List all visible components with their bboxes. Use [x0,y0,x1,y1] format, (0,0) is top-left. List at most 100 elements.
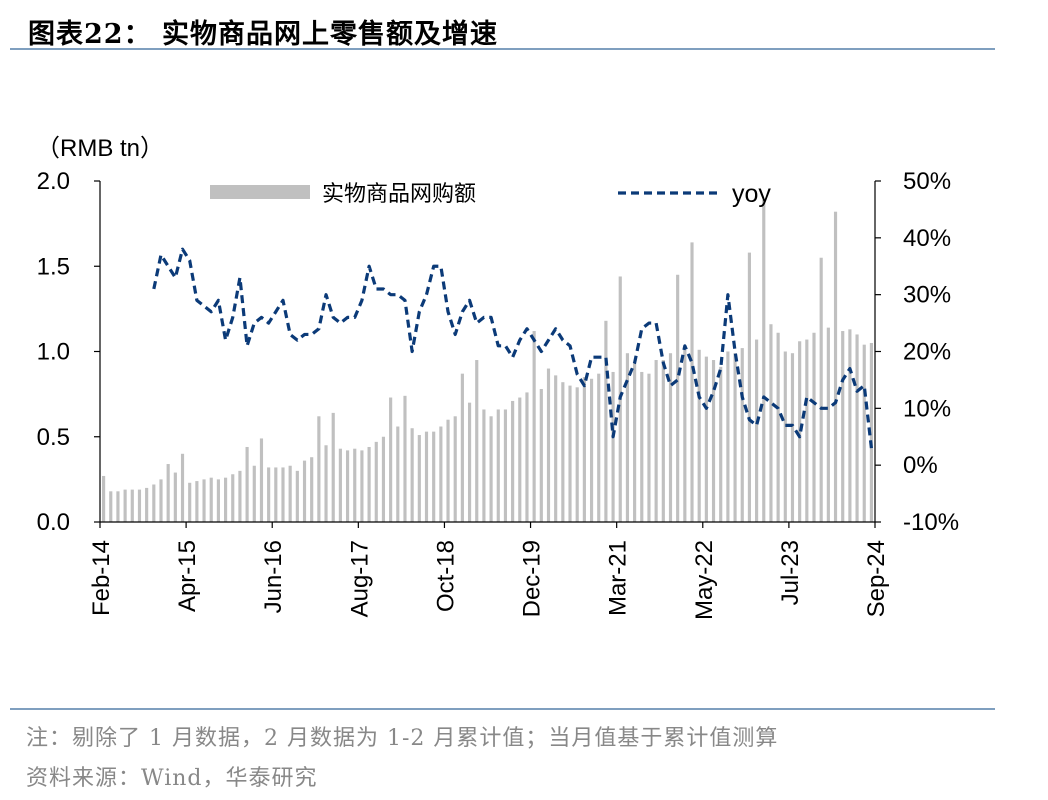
bar [597,373,601,522]
bar [245,446,249,522]
bar [869,342,873,522]
bar [633,363,637,522]
bar [704,356,708,522]
yoy-line [152,247,873,449]
bar [123,489,127,522]
x-tick-label: Jun-16 [260,540,287,613]
bar [302,460,307,522]
footnote: 注：剔除了 1 月数据，2 月数据为 1-2 月累计值；当月值基于累计值测算 [26,726,779,751]
bar [166,464,170,522]
right-tick-label: 10% [903,395,951,422]
bar [460,373,464,522]
bar [747,252,751,523]
bar [338,448,342,522]
bar [496,409,500,522]
right-tick-label: 40% [903,225,951,252]
bar [819,257,823,522]
bar [281,467,285,522]
bar [274,467,278,522]
bar [331,412,335,522]
right-tick-label: -10% [903,509,959,536]
figure-title: 图表22： 实物商品网上零售额及增速 [28,19,498,50]
bar [690,242,694,522]
bar [568,385,572,522]
bar [762,199,766,522]
bar [546,368,551,522]
chart: 0.0 0.5 1.0 1.5 2.0 -10% 0% 10% 20% 30% 40% 50% Feb-… [37,168,959,620]
bar [209,477,213,522]
bar [683,349,687,522]
x-tick-label: Aug-17 [346,540,373,617]
x-tick-label: Mar-21 [605,540,632,616]
bar [719,366,723,522]
bar [396,426,400,522]
bar [740,348,744,522]
bar [475,360,479,522]
bar [102,475,106,522]
bar [726,351,730,522]
bar [489,416,493,522]
bar [783,351,787,522]
bar [676,274,680,522]
bar [195,481,199,522]
bar [410,428,414,522]
bar [173,472,177,522]
legend-bar-swatch [210,185,310,199]
bar [769,324,773,522]
footer-rule [10,708,995,710]
bar [453,416,457,522]
bar [554,375,558,522]
bar [582,377,586,522]
bar [130,489,134,522]
bar [360,450,364,522]
bar [640,371,644,522]
bar [324,445,328,522]
bar [604,320,608,522]
bar [661,360,665,522]
bar [697,349,701,522]
source-note: 资料来源：Wind，华泰研究 [26,766,318,791]
bar [180,453,185,522]
bar [374,441,378,522]
x-tick-label: Dec-19 [519,540,546,617]
bar [798,341,802,522]
bar [525,392,529,522]
left-tick-label: 0.5 [37,424,70,451]
bar [231,474,235,522]
bar [755,339,759,522]
bar [625,353,630,522]
x-tick-label: Feb-14 [88,540,115,616]
bar [668,353,673,522]
bar [116,491,120,522]
bar [317,416,321,522]
bar [381,436,386,522]
right-tick-label: 50% [903,168,951,195]
bar [776,332,780,522]
bar [848,329,852,522]
bar [432,431,436,522]
bar [654,360,658,522]
bar [145,487,149,522]
bar [439,426,443,522]
bar [202,479,206,523]
bar [353,448,357,522]
bar [238,470,242,522]
bar-series [102,199,873,523]
bar [518,397,522,522]
bar [561,382,565,522]
bar [812,332,816,522]
bar [862,344,866,522]
x-tick-label: May-22 [691,540,718,620]
left-axis-unit: （RMB tn） [36,135,165,162]
bar [159,479,163,523]
bar [511,400,515,522]
x-tick-label: Apr-15 [174,540,201,612]
bar [467,402,472,522]
bar [295,470,299,522]
bar [259,438,264,522]
bar [841,331,845,522]
bar [267,467,271,522]
bar [424,431,429,522]
bar [389,397,393,522]
bar [503,409,508,522]
